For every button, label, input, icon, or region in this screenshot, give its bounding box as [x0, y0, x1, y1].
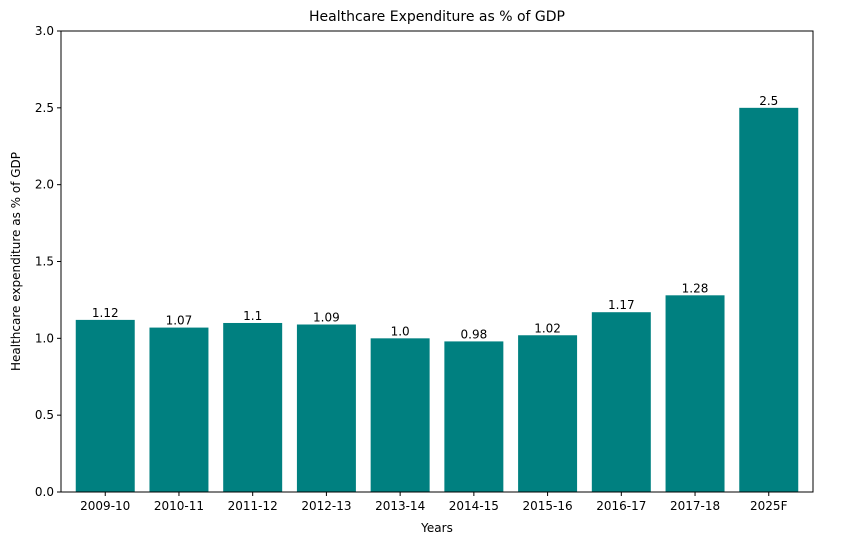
bar-value-label: 1.09 — [313, 311, 340, 325]
y-tick-label: 2.5 — [35, 101, 54, 115]
bar-value-label: 1.02 — [534, 321, 561, 335]
y-tick-label: 3.0 — [35, 24, 54, 38]
x-tick-label: 2010-11 — [154, 499, 204, 513]
bar — [223, 322, 283, 492]
x-tick-label: 2009-10 — [80, 499, 130, 513]
chart-title: Healthcare Expenditure as % of GDP — [309, 9, 565, 25]
bar — [739, 107, 799, 492]
x-tick-label: 2016-17 — [596, 499, 646, 513]
x-tick-label: 2011-12 — [228, 499, 278, 513]
bar-value-label: 1.12 — [92, 306, 119, 320]
bar-value-label: 2.5 — [759, 94, 778, 108]
bar-value-label: 0.98 — [461, 327, 488, 341]
y-tick-label: 2.0 — [35, 178, 54, 192]
bar-value-label: 1.07 — [166, 314, 193, 328]
x-tick-label: 2017-18 — [670, 499, 720, 513]
bar-value-label: 1.17 — [608, 298, 635, 312]
bar — [75, 319, 135, 492]
y-tick-label: 0.0 — [35, 485, 54, 499]
x-tick-label: 2013-14 — [375, 499, 425, 513]
x-tick-label: 2014-15 — [449, 499, 499, 513]
bar — [370, 338, 430, 492]
x-axis-label: Years — [420, 521, 453, 535]
bar — [665, 295, 725, 492]
x-tick-label: 2025F — [750, 499, 788, 513]
bar — [444, 341, 504, 492]
y-tick-label: 1.0 — [35, 331, 54, 345]
x-tick-label: 2012-13 — [301, 499, 351, 513]
plot-frame — [60, 30, 814, 493]
y-tick-label: 0.5 — [35, 408, 54, 422]
value-labels-layer: 1.12 1.07 1.1 1.09 1.0 0.98 1.02 1.17 1.28 2.5 — [92, 94, 778, 342]
bar — [591, 312, 651, 492]
bar — [149, 327, 209, 492]
x-axis: 2009-10 2010-11 2011-12 2012-13 2013-14 2014-… — [80, 492, 788, 513]
bar-value-label: 1.28 — [682, 281, 709, 295]
y-axis-label: Healthcare expenditure as % of GDP — [9, 152, 23, 371]
bar — [518, 335, 578, 492]
bar — [296, 324, 356, 492]
bars-layer — [75, 107, 799, 492]
y-tick-label: 1.5 — [35, 255, 54, 269]
bar-value-label: 1.0 — [391, 324, 410, 338]
y-axis: 0.0 0.5 1.0 1.5 2.0 2.5 3.0 — [35, 24, 61, 499]
bar-value-label: 1.1 — [243, 309, 262, 323]
x-tick-label: 2015-16 — [523, 499, 573, 513]
